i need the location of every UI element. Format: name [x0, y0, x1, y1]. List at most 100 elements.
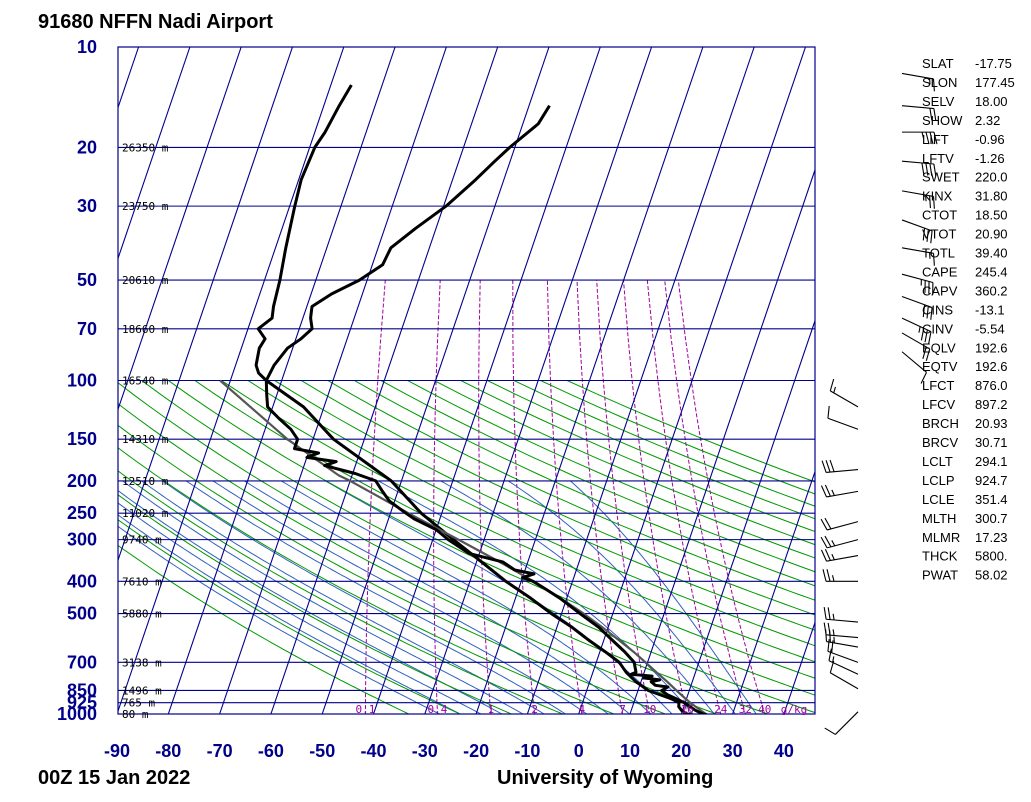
index-name: KINX: [922, 189, 953, 204]
index-name: LIFT: [922, 132, 949, 147]
index-value: -13.1: [975, 302, 1005, 317]
height-label: 12510 m: [122, 475, 169, 488]
height-label: 1496 m: [122, 684, 162, 697]
temperature-axis-labels: -90 -80 -70 -60 -50 -40 -30 -20 -10 0 10 20 30 40: [104, 741, 794, 761]
dry-adiabat-line: [118, 544, 410, 714]
temperature-tick-label: -30: [412, 741, 438, 761]
moist-adiabat-line: [162, 480, 567, 714]
wind-barb-staff: [826, 555, 859, 562]
isotherm-line: [732, 469, 815, 714]
index-name: TOTL: [922, 246, 955, 261]
wind-barb-staff: [827, 417, 859, 430]
height-label: 16540 m: [122, 375, 169, 388]
temperature-tick-label: 40: [774, 741, 794, 761]
wind-barb-flag: [924, 329, 928, 343]
wind-barb-flag: [827, 405, 830, 419]
wind-barb-flag: [926, 306, 929, 319]
mixing-ratio-line: [364, 280, 386, 714]
index-name: CAPE: [922, 264, 958, 279]
height-label: 80 m: [122, 708, 149, 721]
height-label: 3138 m: [122, 656, 162, 669]
isotherm-line: [887, 47, 1031, 714]
wind-barb-staff: [830, 672, 859, 690]
pressure-label: 400: [67, 571, 97, 591]
plot-frame: [117, 46, 816, 715]
wind-barb: [901, 219, 933, 244]
wind-barb-staff: [901, 190, 934, 197]
moist-adiabat-line: [122, 480, 524, 714]
mixing-ratio-line: [664, 280, 746, 714]
wind-barb: [829, 378, 859, 408]
wind-barb-flag: [929, 131, 934, 145]
wind-barb-staff: [826, 634, 859, 639]
mixing-ratio-label: 1: [488, 703, 495, 716]
index-name: LCLP: [922, 473, 955, 488]
dry-adiabat-line: [118, 519, 462, 714]
pressure-label: 300: [67, 530, 97, 550]
wind-barb: [820, 535, 859, 549]
index-value: 245.4: [975, 264, 1008, 279]
wind-barb-flag: [829, 660, 835, 673]
index-value: 192.6: [975, 340, 1008, 355]
wind-barb: [902, 131, 938, 145]
wind-barb-flag: [825, 629, 828, 642]
wind-barb-flag: [824, 517, 832, 530]
wind-barb: [901, 332, 931, 361]
stability-indices: SLAT -17.75 SLON 177.45 SELV 18.00 SHOW 2.32 LIF…: [922, 56, 1015, 583]
wind-barb: [901, 351, 928, 384]
index-name: LFTV: [922, 151, 954, 166]
mixing-ratio-line: [646, 280, 722, 714]
wind-barb-staff: [830, 390, 859, 408]
wind-barb-flag: [930, 230, 933, 244]
dry-adiabats: [118, 380, 815, 714]
moist-adiabat-line: [244, 480, 631, 714]
index-name: SHOW: [922, 113, 963, 128]
mixing-ratio-line: [433, 280, 441, 714]
wind-barb-staff: [827, 650, 859, 663]
dry-adiabat-line: [118, 494, 513, 714]
wind-barb-flag: [826, 569, 831, 582]
mixing-ratio-line: [546, 280, 583, 714]
index-name: LCLE: [922, 492, 955, 507]
index-value: 39.40: [975, 246, 1008, 261]
index-name: SELV: [922, 94, 955, 109]
wind-barb-flag: [925, 131, 930, 145]
wind-barb-flag: [920, 372, 928, 384]
index-name: CTOT: [922, 208, 957, 223]
index-value: 18.50: [975, 208, 1008, 223]
wind-barb-flag: [920, 328, 925, 341]
wind-barb: [820, 517, 859, 531]
index-name: BRCH: [922, 416, 959, 431]
mixing-ratio-line: [478, 280, 492, 714]
wind-barb-staff: [901, 317, 932, 333]
temperature-tick-label: -40: [360, 741, 386, 761]
moist-adiabat-line: [212, 480, 610, 714]
index-value: 177.45: [975, 75, 1015, 90]
index-name: CAPV: [922, 283, 958, 298]
isotherm-line: [118, 47, 191, 261]
wind-barb-staff: [826, 640, 859, 648]
temperature-tick-label: 20: [671, 741, 691, 761]
wind-barb-staff: [901, 105, 934, 110]
mixing-ratio-label: 32: [739, 703, 752, 716]
moist-adiabat-line: [570, 480, 757, 714]
index-value: 351.4: [975, 492, 1008, 507]
height-label: 20610 m: [122, 274, 169, 287]
index-value: 360.2: [975, 283, 1008, 298]
moist-adiabat-line: [118, 525, 441, 714]
pressure-label: 20: [77, 137, 97, 157]
mixing-ratio-label: 0.1: [355, 703, 375, 716]
wind-barb-half-flag: [921, 131, 925, 139]
background-lines: [118, 47, 1031, 714]
pressure-label: 10: [77, 37, 97, 57]
height-label: 14310 m: [122, 433, 169, 446]
wind-barb-staff: [901, 332, 930, 350]
index-name: CINS: [922, 302, 953, 317]
wind-barb-flag: [921, 162, 925, 176]
index-name: VTOT: [922, 227, 956, 242]
pressure-label: 500: [67, 604, 97, 624]
wind-barb: [820, 484, 859, 498]
wind-barb-flag: [824, 548, 831, 561]
mixing-ratio-line: [596, 280, 651, 714]
